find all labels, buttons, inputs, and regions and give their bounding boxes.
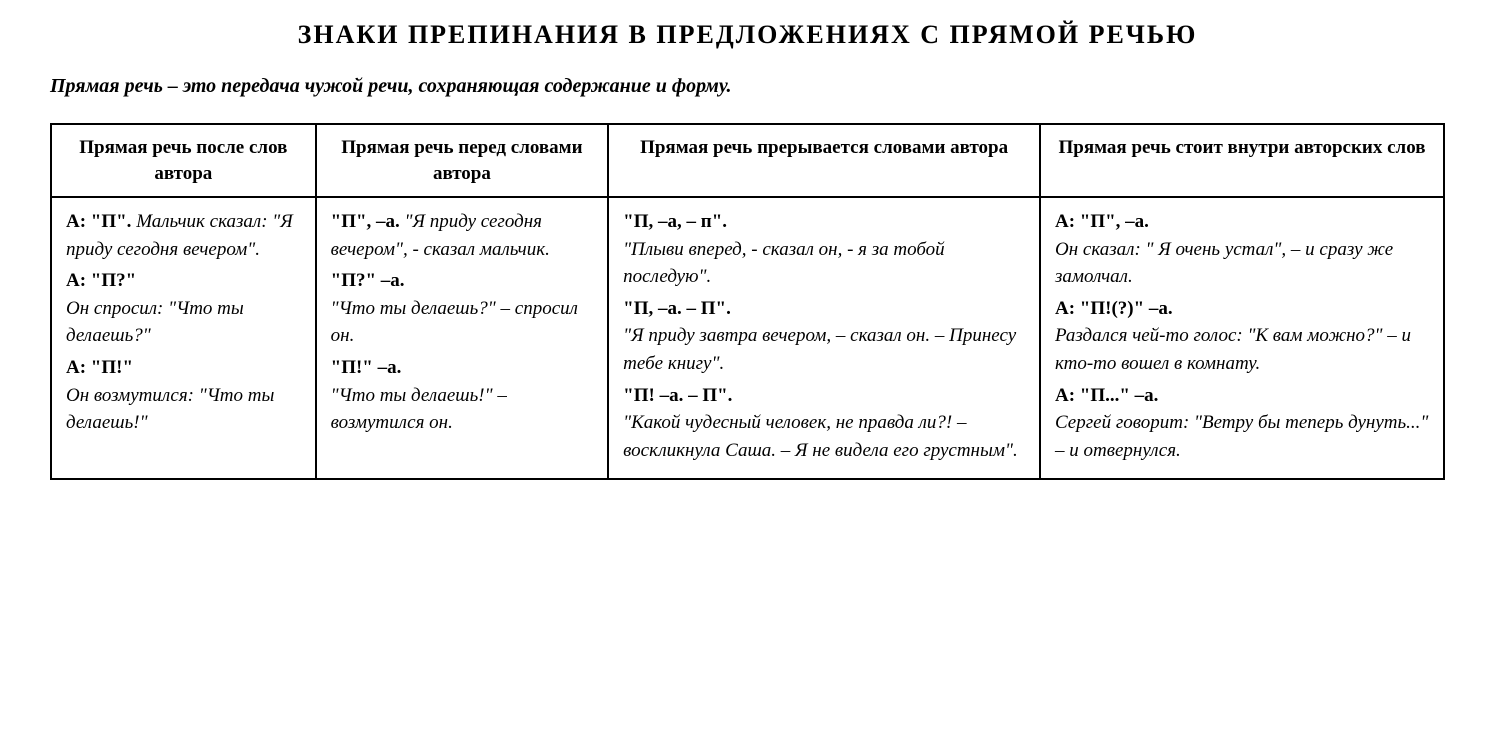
example-text: Он сказал: " Я очень устал", – и сразу ж… [1055, 239, 1393, 288]
pattern-text: "П!" –а. [331, 357, 402, 378]
example-text: "Что ты делаешь!" – возмутился он. [331, 385, 507, 434]
example-text: "Я приду завтра вечером, – сказал он. – … [623, 325, 1016, 374]
rules-table: Прямая речь после слов автора Прямая реч… [50, 123, 1445, 480]
entry: "П, –а. – П". "Я приду завтра вечером, –… [623, 295, 1025, 378]
pattern-text: А: "П!(?)" –а. [1055, 298, 1173, 319]
entry: А: "П", –а. Он сказал: " Я очень устал",… [1055, 208, 1429, 291]
example-text: Раздался чей-то голос: "К вам можно?" – … [1055, 325, 1411, 374]
example-text: "Какой чудесный человек, не правда ли?! … [623, 412, 1018, 461]
entry: "П", –а. "Я приду сегодня вечером", - ск… [331, 208, 594, 263]
entry: А: "П?" Он спросил: "Что ты делаешь?" [66, 267, 301, 350]
entry: А: "П". Мальчик сказал: "Я приду сегодня… [66, 208, 301, 263]
pattern-text: "П?" –а. [331, 270, 405, 291]
example-text: "Плыви вперед, - сказал он, - я за тобой… [623, 239, 945, 288]
pattern-text: А: "П?" [66, 270, 136, 291]
cell-2: "П, –а, – п". "Плыви вперед, - сказал он… [608, 197, 1040, 479]
table-header-row: Прямая речь после слов автора Прямая реч… [51, 124, 1444, 197]
entry: А: "П!(?)" –а. Раздался чей-то голос: "К… [1055, 295, 1429, 378]
cell-3: А: "П", –а. Он сказал: " Я очень устал",… [1040, 197, 1444, 479]
pattern-text: А: "П!" [66, 357, 133, 378]
entry: "П, –а, – п". "Плыви вперед, - сказал он… [623, 208, 1025, 291]
pattern-text: "П, –а. – П". [623, 298, 731, 319]
cell-1: "П", –а. "Я приду сегодня вечером", - ск… [316, 197, 609, 479]
column-header-0: Прямая речь после слов автора [51, 124, 316, 197]
example-text: Сергей говорит: "Ветру бы теперь дунуть.… [1055, 412, 1428, 461]
entry: "П!" –а. "Что ты делаешь!" – возмутился … [331, 354, 594, 437]
pattern-text: А: "П". [66, 211, 131, 232]
pattern-text: "П, –а, – п". [623, 211, 727, 232]
column-header-1: Прямая речь перед словами автора [316, 124, 609, 197]
cell-0: А: "П". Мальчик сказал: "Я приду сегодня… [51, 197, 316, 479]
page-title: ЗНАКИ ПРЕПИНАНИЯ В ПРЕДЛОЖЕНИЯХ С ПРЯМОЙ… [50, 20, 1445, 50]
column-header-3: Прямая речь стоит внутри авторских слов [1040, 124, 1444, 197]
entry: "П! –а. – П". "Какой чудесный человек, н… [623, 382, 1025, 465]
example-text: Он спросил: "Что ты делаешь?" [66, 298, 244, 347]
pattern-text: "П! –а. – П". [623, 385, 732, 406]
entry: А: "П..." –а. Сергей говорит: "Ветру бы … [1055, 382, 1429, 465]
definition-text: Прямая речь – это передача чужой речи, с… [50, 75, 1445, 98]
column-header-2: Прямая речь прерывается словами автора [608, 124, 1040, 197]
example-text: Он возмутился: "Что ты делаешь!" [66, 385, 274, 434]
entry: А: "П!" Он возмутился: "Что ты делаешь!" [66, 354, 301, 437]
pattern-text: А: "П", –а. [1055, 211, 1149, 232]
pattern-text: А: "П..." –а. [1055, 385, 1158, 406]
table-row: А: "П". Мальчик сказал: "Я приду сегодня… [51, 197, 1444, 479]
pattern-text: "П", –а. [331, 211, 400, 232]
entry: "П?" –а. "Что ты делаешь?" – спросил он. [331, 267, 594, 350]
example-text: "Что ты делаешь?" – спросил он. [331, 298, 578, 347]
